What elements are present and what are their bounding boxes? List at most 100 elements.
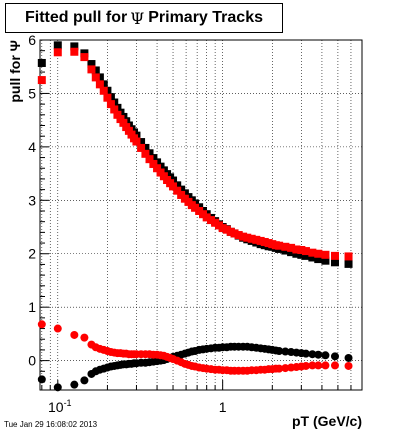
data-point-square [243,233,252,242]
data-point-square [202,213,211,222]
title-psi-symbol: Ψ [130,8,145,28]
data-point-square [297,250,306,259]
data-point-circle [80,376,89,385]
data-point-square [106,100,115,109]
chart-title: Fitted pull for Ψ Primary Tracks [5,3,283,33]
data-point-square [141,143,150,152]
data-point-square [275,241,284,250]
data-point-circle [37,375,46,384]
data-point-square [218,224,227,233]
data-point-square [91,66,100,75]
data-point-square [137,138,146,147]
data-point-square [53,41,62,50]
data-point-square [230,229,239,238]
data-point-circle [308,350,317,359]
axis-labels: 0 1 2 3 4 5 6 10-1 1 pT (GeV/c) pull for Ψ [7,32,362,429]
y-tick-label: 5 [28,85,36,101]
data-point-square [301,247,310,256]
data-marks [37,41,353,392]
data-point-square [287,243,296,252]
data-point-square [99,86,108,95]
data-point-circle [314,361,323,370]
data-point-square [113,110,122,119]
data-point-square [53,48,62,57]
data-point-square [301,251,310,260]
x-axis-title: pT (GeV/c) [292,413,362,429]
data-point-circle [70,330,79,339]
data-point-square [110,105,119,114]
data-point-square [145,149,154,158]
y-tick-label: 3 [28,192,36,208]
data-point-square [330,258,339,267]
x-tick-label: 10-1 [48,398,72,415]
data-point-square [321,250,330,259]
data-point-square [287,248,296,257]
data-point-circle [275,346,284,355]
data-point-square [247,234,256,243]
data-point-circle [330,352,339,361]
data-point-circle [301,361,310,370]
data-point-square [149,159,158,168]
data-point-square [256,236,265,245]
data-point-square [87,65,96,74]
data-point-circle [37,320,46,329]
data-point-circle [53,383,62,392]
data-point-square [308,253,317,262]
data-point-square [119,118,128,127]
data-point-square [292,245,301,254]
data-point-square [191,203,200,212]
data-point-square [281,242,290,251]
data-point-square [70,42,79,51]
data-point-square [314,249,323,258]
timestamp-footer: Tue Jan 29 16:08:02 2013 [4,420,98,429]
x-tick-label: 1 [219,399,227,415]
data-point-square [321,256,330,265]
data-point-square [239,232,248,241]
title-prefix: Fitted pull for [25,9,128,26]
data-point-circle [308,361,317,370]
y-tick-label: 0 [28,353,36,369]
y-tick-label: 1 [28,299,36,315]
data-point-square [308,248,317,257]
data-point-square [173,181,182,190]
data-point-square [153,164,162,173]
data-point-circle [80,333,89,342]
y-tick-label: 4 [28,139,36,155]
y-tick-label: 6 [28,32,36,48]
data-point-square [80,53,89,62]
data-point-square [145,155,154,164]
data-point-circle [321,351,330,360]
data-point-circle [314,350,323,359]
y-tick-label: 2 [28,246,36,262]
data-point-square [70,47,79,56]
data-point-square [297,246,306,254]
data-point-square [37,76,46,85]
axis-ticks [40,39,352,390]
data-point-circle [70,380,79,389]
data-point-square [169,182,178,191]
title-suffix: Primary Tracks [148,9,263,26]
data-point-square [314,255,323,264]
data-point-square [330,251,339,260]
data-point-square [95,80,104,89]
data-point-square [344,252,353,261]
data-point-square [252,235,261,244]
data-point-circle [281,364,290,373]
data-point-square [95,73,104,82]
data-point-square [137,143,146,152]
data-point-circle [321,361,330,370]
data-point-square [91,73,100,82]
data-point-circle [344,361,353,370]
data-point-circle [301,349,310,358]
data-point-square [292,249,301,258]
grid-lines [40,39,362,390]
data-point-square [87,60,96,69]
data-point-square [344,259,353,268]
data-point-circle [281,347,290,356]
plot-frame [39,39,363,391]
y-axis-title: pull for Ψ [7,40,23,103]
data-point-circle [275,364,284,373]
data-point-circle [330,361,339,370]
data-point-square [103,93,112,102]
data-point-circle [344,353,353,362]
